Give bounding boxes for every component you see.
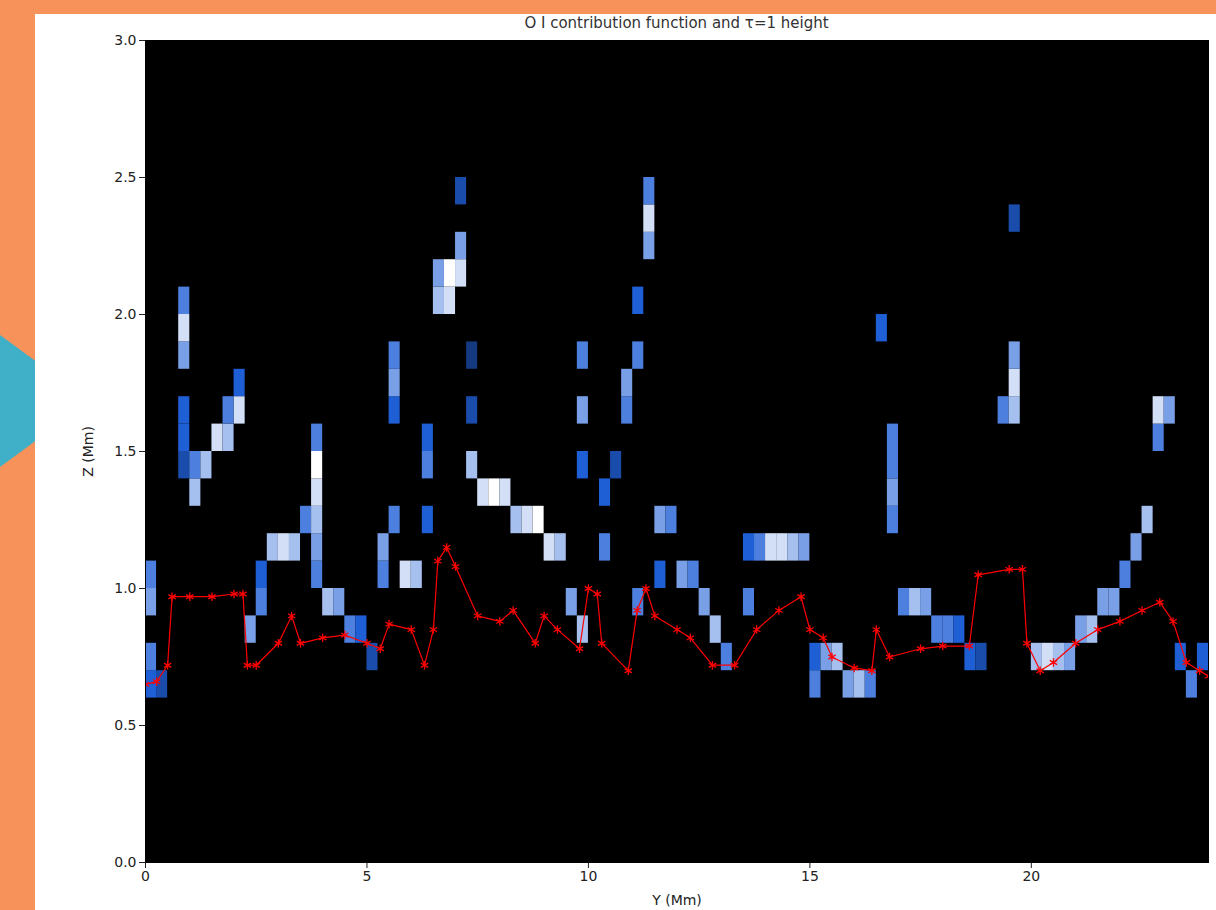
svg-text:Z (Mm): Z (Mm) [80,426,96,477]
html-text:O I contribution function and: O I contribution function and τ=1 height [524,14,829,32]
svg-text:0.0: 0.0 [114,854,136,870]
svg-text:2.0: 2.0 [114,306,136,322]
svg-text:0.5: 0.5 [114,717,136,733]
svg-text:1.0: 1.0 [114,580,136,596]
svg-text:Y (Mm): Y (Mm) [651,892,702,908]
svg-text:20: 20 [1022,868,1040,884]
svg-text:3.0: 3.0 [114,32,136,48]
svg-text:5: 5 [362,868,371,884]
svg-text:10: 10 [580,868,598,884]
svg-text:0: 0 [141,868,150,884]
svg-text:15: 15 [801,868,819,884]
svg-text:1.5: 1.5 [114,443,136,459]
svg-text:2.5: 2.5 [114,169,136,185]
